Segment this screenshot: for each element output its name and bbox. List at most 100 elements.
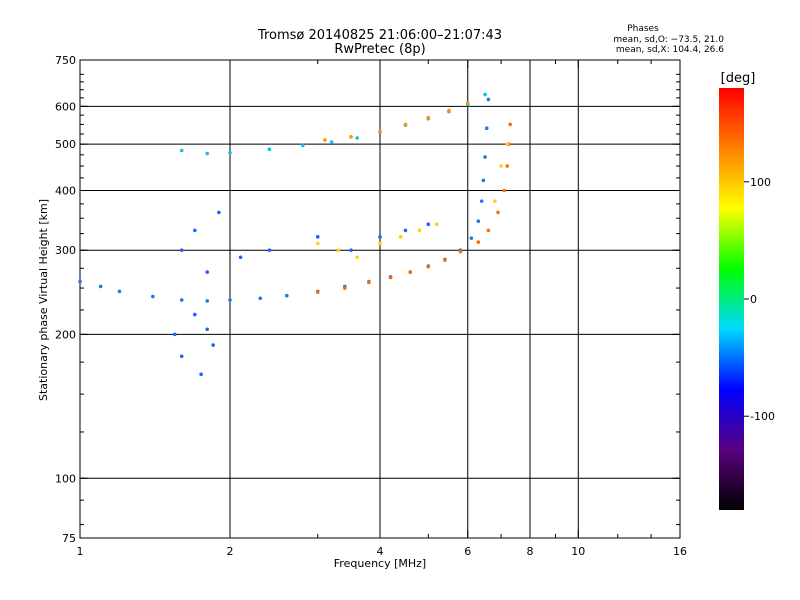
echo-point (367, 280, 371, 285)
colorbar: 100 0 -100 (719, 88, 775, 510)
colorbar-gradient (719, 88, 744, 510)
echo-point (378, 241, 382, 246)
echo-point (179, 298, 184, 302)
echo-point (378, 235, 382, 239)
chart-title: Tromsø 20140825 21:06:00–21:07:43 (257, 28, 502, 43)
echo-point (426, 264, 431, 269)
echo-point (228, 150, 232, 155)
echo-point (417, 228, 422, 233)
plot-area: 1 2 4 6 8 10 16 75 100 200 300 400 500 600 750 (55, 54, 687, 558)
echo-point (486, 228, 491, 233)
echo-point (199, 372, 203, 377)
echo-point (483, 155, 487, 159)
echo-point (505, 164, 509, 168)
stats-line-o: mean, sd,O: −73.5, 21.0 (613, 35, 724, 45)
x-tick-label: 6 (464, 545, 471, 558)
echo-point (301, 143, 305, 148)
echo-point (479, 199, 484, 203)
chart-subtitle: RwPretec (8p) (334, 42, 425, 57)
echo-point (267, 147, 272, 152)
echo-point (151, 294, 155, 299)
x-axis-label: Frequency [MHz] (334, 557, 426, 570)
echo-point (179, 354, 184, 359)
echo-point (228, 298, 232, 302)
echo-point (258, 296, 263, 301)
x-tick-label: 2 (227, 545, 234, 558)
stats-title: Phases (627, 24, 659, 34)
echo-point (205, 270, 209, 274)
y-tick-label: 600 (55, 100, 76, 113)
echo-point (179, 248, 184, 253)
echo-point (502, 188, 506, 193)
echo-point (349, 248, 353, 253)
echo-point (403, 228, 408, 233)
echo-point (238, 255, 243, 260)
stats-line-x: mean, sd,X: 104.4, 26.6 (616, 45, 724, 55)
echo-point (508, 122, 512, 127)
y-tick-label: 300 (55, 244, 76, 257)
echo-point (336, 248, 341, 253)
colorbar-tick-label: 0 (750, 293, 757, 306)
echo-point (329, 140, 334, 144)
echo-point (484, 126, 489, 130)
echo-point (499, 164, 503, 168)
echo-point (398, 235, 403, 239)
echo-point (315, 235, 320, 239)
echo-point (193, 228, 197, 233)
colorbar-label: [deg] (721, 71, 756, 86)
echo-point (403, 122, 408, 127)
echo-point (388, 275, 393, 280)
echo-point (205, 299, 209, 303)
echo-point (426, 115, 431, 120)
x-tick-label: 16 (673, 545, 687, 558)
echo-point (205, 327, 209, 332)
echo-point (315, 241, 320, 246)
echo-point (349, 135, 353, 139)
echo-point (483, 92, 487, 97)
echo-point (496, 210, 500, 215)
echo-point (481, 178, 486, 183)
colorbar-tick-label: 100 (750, 176, 771, 189)
x-tick-label: 8 (527, 545, 534, 558)
x-tick-label: 4 (377, 545, 384, 558)
echo-point (343, 286, 347, 290)
y-axis-label: Stationary phase Virtual Height [km] (37, 199, 50, 401)
echo-point (458, 249, 463, 254)
echo-point (78, 279, 82, 284)
y-tick-label: 75 (62, 532, 76, 545)
colorbar-tick-label: -100 (750, 410, 775, 423)
echo-point (267, 248, 272, 253)
echo-point (217, 210, 221, 215)
echo-point (193, 312, 197, 317)
echo-point (355, 136, 359, 140)
y-tick-label: 100 (55, 472, 76, 485)
echo-point (476, 240, 481, 244)
echo-point (408, 270, 413, 274)
echo-point (469, 236, 474, 240)
echo-point (117, 289, 122, 294)
x-tick-label: 1 (77, 545, 84, 558)
echo-point (493, 199, 497, 203)
y-tick-label: 500 (55, 138, 76, 151)
echo-point (465, 101, 470, 105)
echo-point (205, 151, 209, 156)
echo-point (486, 97, 491, 102)
y-tick-label: 200 (55, 328, 76, 341)
y-tick-label: 750 (55, 54, 76, 67)
echo-point (323, 138, 327, 142)
echo-point (355, 255, 359, 260)
echo-point (211, 343, 215, 347)
echo-point (426, 222, 431, 227)
echo-point (476, 219, 481, 224)
echo-point (443, 258, 447, 262)
echo-point (173, 332, 177, 337)
x-tick-label: 10 (571, 545, 585, 558)
echo-point (315, 290, 320, 295)
echo-point (284, 293, 289, 298)
echo-point (447, 108, 451, 113)
echo-point (179, 148, 184, 153)
echo-point (378, 129, 382, 134)
echo-point (98, 284, 103, 289)
echo-point (434, 222, 439, 227)
